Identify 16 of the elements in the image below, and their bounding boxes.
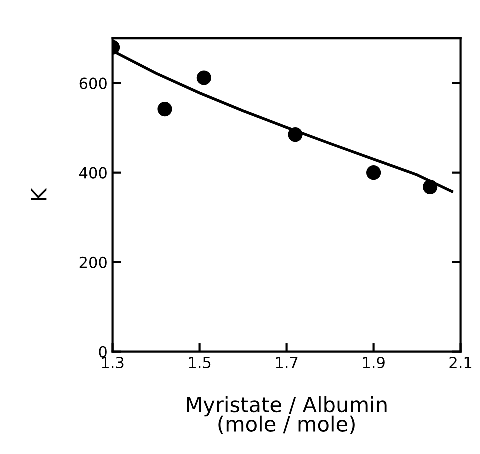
x-tick-label: 1.3 (102, 356, 124, 369)
x-tick-label: 1.7 (276, 357, 298, 368)
x-tick-label: 1.5 (189, 357, 211, 369)
y-axis-title: K (31, 188, 47, 200)
y-tick-label: 400 (80, 167, 107, 179)
x-axis-title: Myristate / Albumin (mole / mole) (187, 396, 387, 434)
x-tick-label: 2.1 (450, 356, 472, 368)
point (366, 166, 382, 180)
x-tick-label: 1.9 (363, 356, 385, 369)
point (158, 102, 172, 117)
point (423, 180, 438, 194)
point (196, 70, 212, 86)
y-tick-label: 0 (99, 346, 107, 358)
point (288, 128, 303, 142)
y-tick-label: 200 (80, 256, 107, 268)
y-tick-label: 600 (80, 78, 107, 90)
